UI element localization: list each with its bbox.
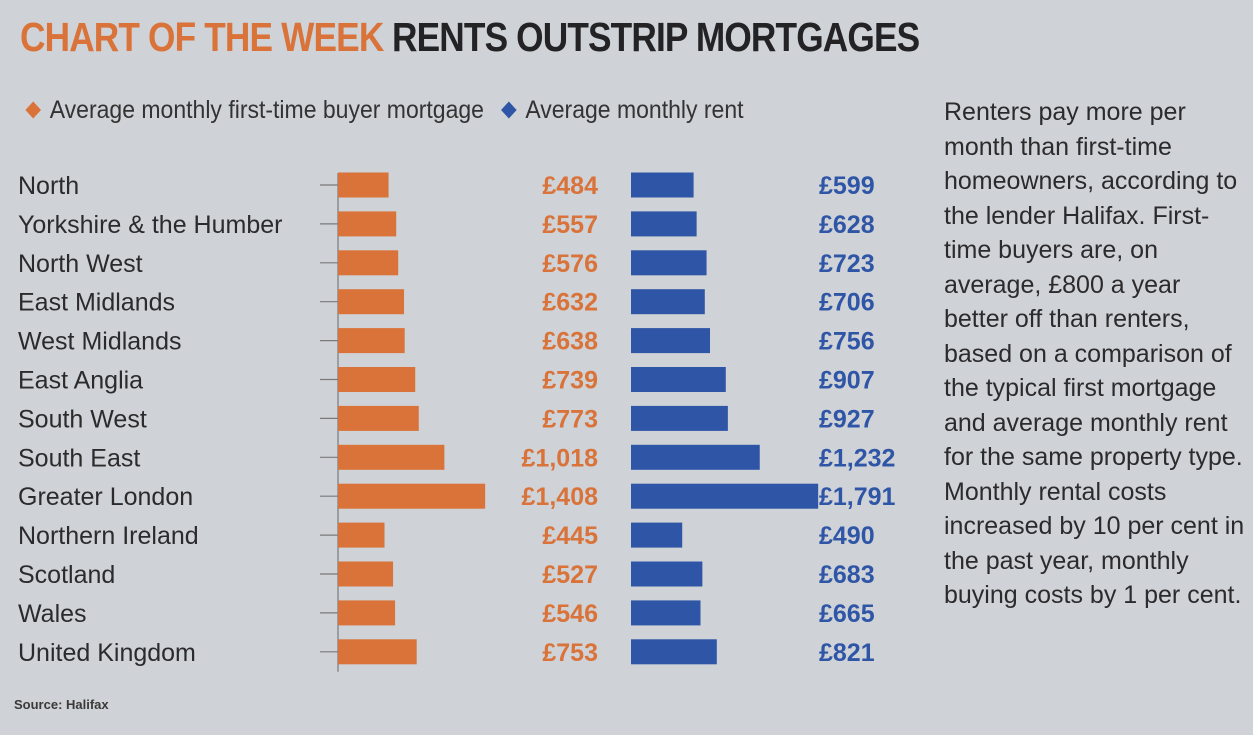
side-text: Renters pay more per month than first-ti… bbox=[944, 98, 1245, 609]
mortgage-value-label: £632 bbox=[542, 289, 598, 317]
category-label: Northern Ireland bbox=[18, 522, 199, 550]
mortgage-bar bbox=[338, 328, 405, 354]
rent-bar bbox=[631, 367, 726, 392]
rent-value-label: £599 bbox=[819, 172, 875, 200]
rent-bar bbox=[631, 250, 707, 276]
rent-value-label: £756 bbox=[819, 328, 875, 356]
category-label: East Midlands bbox=[18, 289, 175, 317]
mortgage-value-label: £445 bbox=[542, 522, 598, 550]
category-label: Greater London bbox=[18, 483, 193, 511]
rent-value-label: £683 bbox=[819, 561, 875, 589]
rent-value-label: £907 bbox=[819, 367, 875, 395]
rent-value-label: £1,791 bbox=[819, 483, 896, 511]
category-label: East Anglia bbox=[18, 367, 143, 395]
mortgage-value-label: £739 bbox=[542, 367, 598, 395]
mortgage-value-label: £546 bbox=[542, 600, 598, 628]
mortgage-value-label: £1,408 bbox=[522, 483, 599, 511]
rent-bar bbox=[631, 444, 760, 470]
mortgage-value-label: £557 bbox=[542, 211, 598, 239]
category-label: Wales bbox=[18, 600, 87, 628]
category-label: South East bbox=[18, 444, 140, 472]
mortgage-bar bbox=[338, 444, 445, 470]
category-label: West Midlands bbox=[18, 328, 182, 356]
rent-legend-label: Average monthly rent bbox=[525, 96, 744, 124]
rent-bar bbox=[631, 561, 703, 587]
rent-value-label: £723 bbox=[819, 250, 875, 278]
mortgage-value-label: £484 bbox=[542, 172, 598, 200]
rent-bar bbox=[631, 639, 717, 665]
category-label: North West bbox=[18, 250, 143, 278]
rent-value-label: £927 bbox=[819, 405, 875, 433]
category-label: United Kingdom bbox=[18, 639, 196, 667]
mortgage-bar bbox=[338, 600, 396, 626]
mortgage-bar bbox=[338, 639, 417, 665]
mortgage-bar bbox=[338, 367, 416, 392]
category-label: North bbox=[18, 172, 79, 200]
source-note: Source: Halifax bbox=[14, 697, 109, 712]
mortgage-value-label: £773 bbox=[542, 405, 598, 433]
mortgage-bar bbox=[338, 250, 399, 276]
mortgage-value-label: £753 bbox=[542, 639, 598, 667]
mortgage-bar bbox=[338, 483, 486, 509]
mortgage-value-label: £638 bbox=[542, 328, 598, 356]
rent-value-label: £490 bbox=[819, 522, 875, 550]
title-headline: RENTS OUTSTRIP MORTGAGES bbox=[392, 14, 920, 60]
rent-bar bbox=[631, 600, 701, 626]
rent-value-label: £1,232 bbox=[819, 444, 895, 472]
mortgage-legend-label: Average monthly first-time buyer mortgag… bbox=[49, 96, 484, 124]
rent-bar bbox=[631, 328, 711, 354]
mortgage-bar bbox=[338, 172, 389, 198]
mortgage-bar bbox=[338, 561, 394, 587]
mortgage-bar bbox=[338, 211, 397, 237]
category-label: Scotland bbox=[18, 561, 115, 589]
category-label: Yorkshire & the Humber bbox=[18, 211, 282, 239]
rent-bar bbox=[631, 405, 728, 431]
rent-value-label: £628 bbox=[819, 211, 875, 239]
category-label: South West bbox=[18, 405, 147, 433]
rent-value-label: £706 bbox=[819, 289, 875, 317]
rent-bar bbox=[631, 522, 683, 548]
bar-chart: North £484 £599 Yorkshire & the Humber £557 £… bbox=[18, 172, 896, 672]
chart-title: CHART OF THE WEEK RENTS OUTSTRIP MORTGAGE… bbox=[20, 14, 920, 61]
title-kicker: CHART OF THE WEEK bbox=[20, 14, 384, 60]
mortgage-value-label: £576 bbox=[542, 250, 598, 278]
mortgage-value-label: £1,018 bbox=[522, 444, 599, 472]
rent-bar bbox=[631, 483, 819, 509]
mortgage-bar bbox=[338, 289, 405, 315]
legend: Average monthly first-time buyer mortgag… bbox=[24, 96, 753, 125]
rent-bar bbox=[631, 172, 694, 198]
rent-bar bbox=[631, 211, 697, 237]
rent-bar bbox=[631, 289, 705, 315]
rent-value-label: £821 bbox=[819, 639, 875, 667]
mortgage-bar bbox=[338, 405, 419, 431]
mortgage-bar bbox=[338, 522, 385, 548]
mortgage-value-label: £527 bbox=[542, 561, 598, 589]
rent-value-label: £665 bbox=[819, 600, 875, 628]
